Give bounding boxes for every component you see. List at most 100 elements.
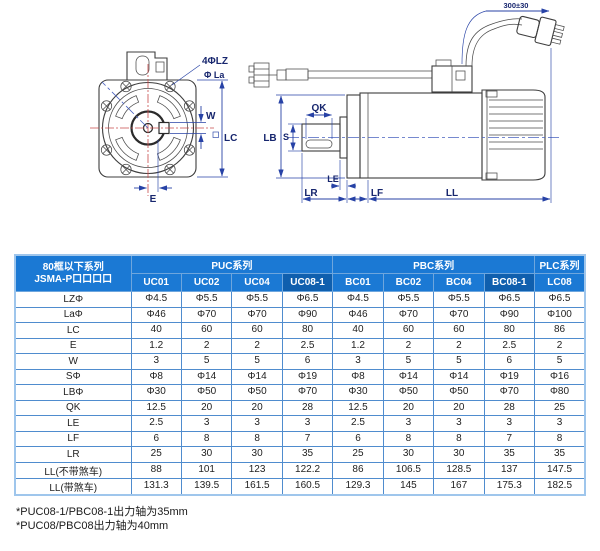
dimension-row-label: LE bbox=[14, 415, 132, 432]
value-cell: 6 bbox=[332, 430, 384, 447]
pilot-dia-label: LB bbox=[263, 133, 276, 144]
dimension-row-label: LC bbox=[14, 322, 132, 339]
value-cell: 147.5 bbox=[534, 461, 586, 479]
lr-label: LR bbox=[304, 188, 318, 199]
value-cell: 131.3 bbox=[130, 477, 182, 495]
value-cell: Φ46 bbox=[332, 306, 384, 323]
model-column-header: UC08-1 bbox=[281, 273, 334, 292]
dimension-spec-table: 80框以下系列 JSMA-P口口口口 PUC系列 PBC系列 PLC系列 UC01 UC02… bbox=[14, 254, 586, 496]
value-cell: 2.5 bbox=[130, 415, 182, 432]
value-cell: 25 bbox=[332, 446, 384, 463]
value-cell: 175.3 bbox=[483, 477, 536, 495]
value-cell: 2 bbox=[433, 337, 485, 354]
value-cell: 35 bbox=[281, 446, 334, 463]
value-cell: 8 bbox=[231, 430, 283, 447]
rear-section bbox=[481, 89, 546, 181]
value-cell: 2.5 bbox=[332, 415, 384, 432]
value-cell: Φ50 bbox=[433, 384, 485, 401]
value-cell: Φ30 bbox=[130, 384, 182, 401]
value-cell: Φ50 bbox=[231, 384, 283, 401]
value-cell: 6 bbox=[483, 353, 536, 370]
value-cell: 3 bbox=[433, 415, 485, 432]
face-arc-slots bbox=[115, 95, 181, 161]
value-cell: 60 bbox=[231, 322, 283, 339]
front-view-frame-label: LC bbox=[224, 133, 237, 144]
value-cell: Φ6.5 bbox=[281, 291, 334, 308]
value-cell: 30 bbox=[180, 446, 233, 463]
series-group-header: PBC系列 bbox=[332, 254, 535, 274]
model-column-header: UC04 bbox=[231, 273, 283, 292]
value-cell: 3 bbox=[382, 415, 435, 432]
mounting-holes bbox=[100, 80, 196, 176]
value-cell: 20 bbox=[433, 399, 485, 416]
dimension-row-label: QK bbox=[14, 399, 132, 416]
value-cell: 20 bbox=[180, 399, 233, 416]
value-cell: 8 bbox=[382, 430, 435, 447]
front-view-drawing: 4ΦLZ Φ La W LC bbox=[90, 51, 237, 205]
value-cell: Φ14 bbox=[180, 368, 233, 385]
value-cell: 30 bbox=[382, 446, 435, 463]
table-row: LBΦ Φ30 Φ50 Φ50 Φ70 Φ30 Φ50 Φ50 Φ70 Φ80 bbox=[14, 384, 586, 401]
dimension-row-label: LBΦ bbox=[14, 384, 132, 401]
value-cell: 2 bbox=[534, 337, 586, 354]
value-cell: 3 bbox=[332, 353, 384, 370]
value-cell: 5 bbox=[180, 353, 233, 370]
table-row: QK 12.5 20 20 28 12.5 20 20 28 25 bbox=[14, 399, 586, 416]
value-cell: Φ4.5 bbox=[332, 291, 384, 308]
value-cell: Φ19 bbox=[483, 368, 536, 385]
dimension-diagrams: 4ΦLZ Φ La W LC bbox=[0, 0, 600, 250]
value-cell: 5 bbox=[433, 353, 485, 370]
value-cell: 106.5 bbox=[382, 461, 435, 479]
value-cell: Φ90 bbox=[281, 306, 334, 323]
value-cell: 88 bbox=[130, 461, 182, 479]
value-cell: Φ6.5 bbox=[534, 291, 586, 308]
ll-label: LL bbox=[446, 188, 458, 199]
table-corner-header: 80框以下系列 JSMA-P口口口口 bbox=[14, 254, 132, 292]
value-cell: 25 bbox=[130, 446, 182, 463]
value-cell: 6 bbox=[281, 353, 334, 370]
value-cell: 2.5 bbox=[281, 337, 334, 354]
value-cell: 182.5 bbox=[534, 477, 586, 495]
value-cell: 86 bbox=[534, 322, 586, 339]
value-cell: 12.5 bbox=[130, 399, 182, 416]
front-connector-outline bbox=[126, 51, 168, 80]
value-cell: 60 bbox=[433, 322, 485, 339]
model-column-header: BC02 bbox=[382, 273, 435, 292]
value-cell: 129.3 bbox=[332, 477, 384, 495]
motor-top-connector-housing bbox=[431, 59, 473, 93]
value-cell: Φ70 bbox=[382, 306, 435, 323]
value-cell: Φ19 bbox=[281, 368, 334, 385]
value-cell: 137 bbox=[483, 461, 536, 479]
value-cell: 40 bbox=[332, 322, 384, 339]
lf-label: LF bbox=[371, 188, 383, 199]
footnote-1: *PUC08-1/PBC08-1出力轴为35mm bbox=[16, 505, 188, 518]
front-view-holes-label: 4ΦLZ bbox=[202, 56, 228, 67]
value-cell: 12.5 bbox=[332, 399, 384, 416]
table-row: LaΦ Φ46 Φ70 Φ70 Φ90 Φ46 Φ70 Φ70 Φ90 Φ100 bbox=[14, 306, 586, 323]
table-row: LL(不带煞车) 88 101 123 122.2 86 106.5 128.5 137 147.… bbox=[14, 461, 586, 479]
power-cable bbox=[465, 15, 565, 67]
value-cell: Φ16 bbox=[534, 368, 586, 385]
value-cell: Φ6.5 bbox=[483, 291, 536, 308]
value-cell: 30 bbox=[231, 446, 283, 463]
table-row: LE 2.5 3 3 3 2.5 3 3 3 3 bbox=[14, 415, 586, 432]
model-column-header: BC01 bbox=[332, 273, 384, 292]
value-cell: 123 bbox=[231, 461, 283, 479]
model-column-header: BC08-1 bbox=[483, 273, 536, 292]
value-cell: Φ5.5 bbox=[180, 291, 233, 308]
value-cell: Φ80 bbox=[534, 384, 586, 401]
dimension-row-label: LZΦ bbox=[14, 291, 132, 308]
value-cell: 122.2 bbox=[281, 461, 334, 479]
value-cell: Φ8 bbox=[130, 368, 182, 385]
power-connector bbox=[516, 15, 565, 47]
value-cell: Φ8 bbox=[332, 368, 384, 385]
value-cell: 80 bbox=[483, 322, 536, 339]
value-cell: Φ5.5 bbox=[382, 291, 435, 308]
value-cell: 5 bbox=[382, 353, 435, 370]
dimension-row-label: E bbox=[14, 337, 132, 354]
table-row: E 1.2 2 2 2.5 1.2 2 2 2.5 2 bbox=[14, 337, 586, 354]
value-cell: Φ5.5 bbox=[231, 291, 283, 308]
value-cell: Φ14 bbox=[433, 368, 485, 385]
